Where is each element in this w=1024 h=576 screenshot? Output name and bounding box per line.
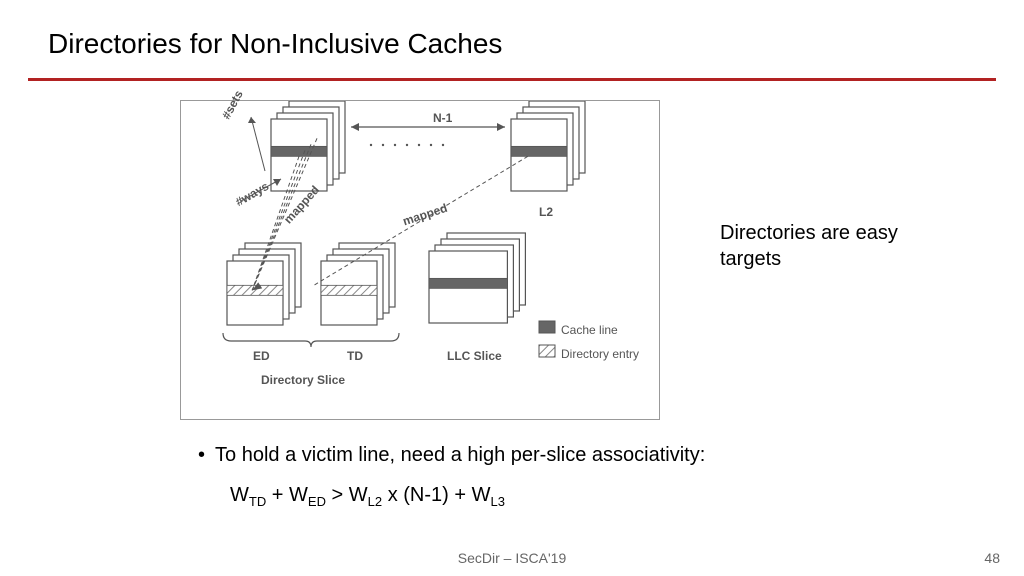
bullet-text: • To hold a victim line, need a high per-… xyxy=(198,444,705,467)
td-label: TD xyxy=(347,349,363,363)
formula-plus: + xyxy=(266,484,289,506)
ed-label: ED xyxy=(253,349,270,363)
legend-cache-line: Cache line xyxy=(561,323,618,337)
formula-w1: W xyxy=(230,484,249,506)
formula-w2: W xyxy=(289,484,308,506)
formula-w4: W xyxy=(472,484,491,506)
title-rule xyxy=(28,78,996,81)
page-title: Directories for Non-Inclusive Caches xyxy=(48,28,502,60)
bullet-dot: • xyxy=(198,444,205,466)
formula-w3: W xyxy=(349,484,368,506)
formula-l3: L3 xyxy=(490,494,504,509)
l2-label: L2 xyxy=(539,205,553,219)
formula: WTD + WED > WL2 x (N-1) + WL3 xyxy=(230,484,505,509)
legend-dir-entry: Directory entry xyxy=(561,347,639,361)
formula-td: TD xyxy=(249,494,266,509)
dir-slice-label: Directory Slice xyxy=(261,373,345,387)
llc-label: LLC Slice xyxy=(447,349,502,363)
formula-ed: ED xyxy=(308,494,326,509)
n1-label: N-1 xyxy=(433,111,452,125)
formula-l2: L2 xyxy=(368,494,382,509)
formula-gt: > xyxy=(326,484,349,506)
page-number: 48 xyxy=(984,550,1000,566)
figure-container: #sets #ways N-1 mapped mapped L2 ED TD L… xyxy=(180,100,660,420)
formula-times: x (N-1) + xyxy=(382,484,471,506)
side-note: Directories are easy targets xyxy=(720,220,920,272)
footer-text: SecDir – ISCA'19 xyxy=(0,550,1024,566)
figure-svg xyxy=(181,101,661,421)
bullet-content: To hold a victim line, need a high per-s… xyxy=(215,444,705,466)
